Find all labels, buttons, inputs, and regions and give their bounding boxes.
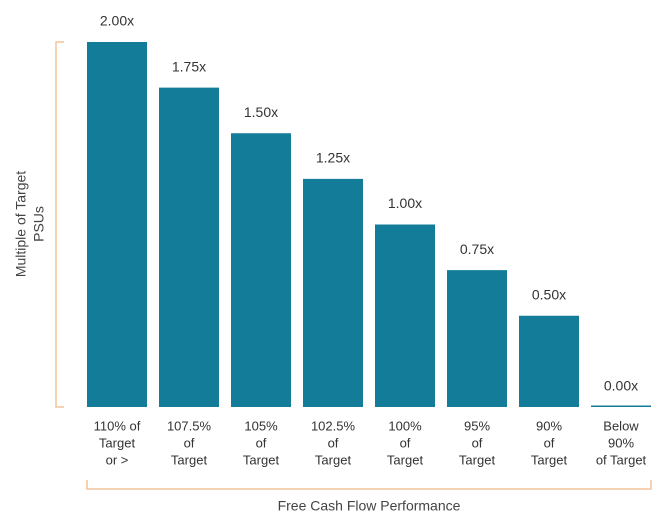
bar	[303, 178, 363, 407]
x-tick-label: of	[184, 435, 195, 450]
x-tick-label: of Target	[596, 452, 647, 467]
x-tick-label: 102.5%	[311, 418, 356, 433]
value-label: 0.50x	[532, 286, 566, 302]
bar	[87, 42, 147, 407]
x-tick-label: 95%	[464, 418, 490, 433]
x-tick-label: Target	[387, 452, 424, 467]
y-axis-label: Multiple of Target	[13, 171, 29, 277]
value-label: 1.00x	[388, 195, 422, 211]
x-tick-label: 105%	[244, 418, 278, 433]
x-tick-label: Target	[531, 452, 568, 467]
x-tick-label: of	[256, 435, 267, 450]
x-axis-label: Free Cash Flow Performance	[278, 498, 461, 514]
x-tick-label: Target	[243, 452, 280, 467]
x-tick-label: of	[472, 435, 483, 450]
bar	[447, 270, 507, 407]
value-label: 1.25x	[316, 150, 350, 166]
value-label: 0.75x	[460, 241, 494, 257]
x-tick-label: Target	[171, 452, 208, 467]
x-tick-label: of	[400, 435, 411, 450]
x-tick-label: 90%	[608, 435, 634, 450]
bar	[519, 315, 579, 407]
y-bracket	[55, 41, 64, 408]
x-tick-label: Target	[99, 435, 136, 450]
x-tick-label: 110% of	[94, 418, 141, 433]
x-bracket	[86, 480, 652, 490]
bar	[591, 405, 651, 407]
x-tick-label: 90%	[536, 418, 562, 433]
bar	[375, 224, 435, 407]
x-tick-label: of	[328, 435, 339, 450]
x-tick-label: Below	[603, 418, 639, 433]
x-tick-label: Target	[315, 452, 352, 467]
x-tick-label: 107.5%	[167, 418, 212, 433]
value-label: 2.00x	[100, 13, 134, 29]
x-tick-label: Target	[459, 452, 496, 467]
bar	[159, 87, 219, 407]
x-tick-label: or >	[106, 452, 129, 467]
value-label: 0.00x	[604, 378, 638, 394]
y-axis-label: PSUs	[31, 206, 47, 242]
value-label: 1.75x	[172, 58, 206, 74]
x-tick-label: 100%	[388, 418, 422, 433]
bar	[231, 133, 291, 407]
x-tick-label: of	[544, 435, 555, 450]
value-label: 1.50x	[244, 104, 278, 120]
